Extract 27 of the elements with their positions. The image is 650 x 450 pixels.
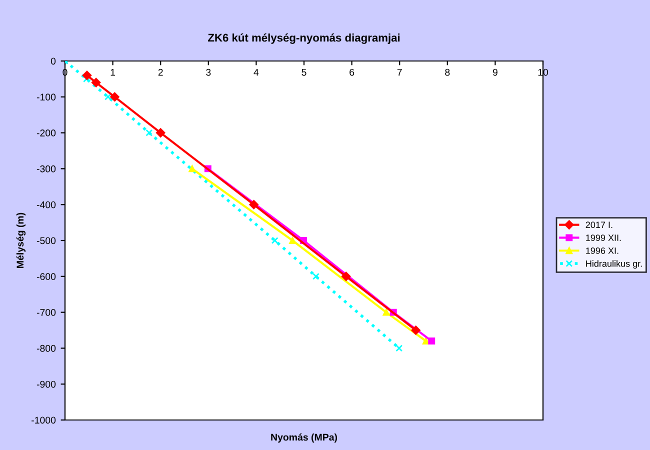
- y-tick-label: -600: [36, 273, 56, 280]
- y-tick-label: -1000: [32, 416, 56, 424]
- legend-label: 1996 XI.: [586, 247, 618, 254]
- y-tick-label: -900: [36, 380, 56, 388]
- y-tick-label: -700: [36, 309, 56, 316]
- y-tick-label: -800: [36, 344, 56, 352]
- x-axis-title: Nyomás (MPa): [271, 433, 338, 443]
- y-tick-label: -500: [36, 237, 56, 244]
- x-tick-label: 6: [350, 68, 354, 76]
- y-tick-label: -200: [36, 130, 56, 136]
- x-tick-label: 5: [302, 68, 306, 76]
- x-tick-label: 4: [254, 68, 259, 76]
- y-tick-label: -300: [36, 165, 56, 172]
- chart-title: ZK6 kút mélység-nyomás diagramjai: [208, 33, 400, 44]
- y-tick-label: -400: [36, 201, 56, 208]
- legend-label: Hidraulikus gr.: [586, 260, 642, 269]
- y-axis-title: Mélység (m): [16, 212, 26, 268]
- x-tick-label: 9: [492, 68, 498, 76]
- x-tick-label: 3: [206, 68, 211, 76]
- legend-label: 1999 XII.: [586, 234, 621, 241]
- x-tick-label: 8: [445, 68, 450, 76]
- legend-label: 2017 I.: [586, 222, 612, 228]
- y-tick-label: -100: [36, 94, 56, 101]
- y-tick-label: 0: [50, 58, 56, 65]
- x-tick-label: 1: [110, 68, 116, 76]
- x-tick-label: 2: [158, 68, 163, 76]
- x-tick-label: 7: [397, 68, 402, 76]
